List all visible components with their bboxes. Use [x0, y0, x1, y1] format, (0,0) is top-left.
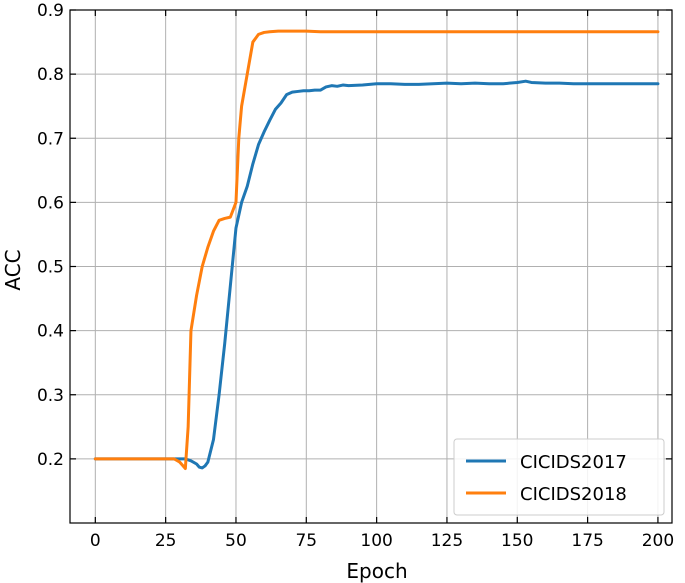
- x-tick-label: 200: [642, 531, 674, 551]
- x-axis-label: Epoch: [346, 559, 407, 583]
- series-line-cicids2017: [93, 79, 660, 470]
- x-tick-label: 175: [571, 531, 603, 551]
- y-tick-label: 0.7: [37, 129, 64, 149]
- x-tick-label: 125: [431, 531, 463, 551]
- tick-labels: 0 25 50 75 100 125 150 175 200 0.2 0.3 0.4 0.5 0.6 0.7…: [37, 1, 674, 551]
- series-lines: [93, 29, 660, 470]
- axes: [69, 9, 673, 524]
- y-axis-label: ACC: [1, 249, 25, 290]
- x-tick-label: 100: [360, 531, 392, 551]
- y-tick-label: 0.9: [37, 1, 64, 21]
- series-line-cicids2018: [93, 29, 660, 470]
- x-tick-label: 75: [295, 531, 317, 551]
- legend: CICIDS2017 CICIDS2018: [453, 438, 665, 516]
- x-tick-label: 25: [155, 531, 177, 551]
- x-tick-label: 0: [90, 531, 101, 551]
- y-tick-label: 0.8: [37, 65, 64, 85]
- y-tick-label: 0.2: [37, 450, 64, 470]
- x-tick-label: 150: [501, 531, 533, 551]
- legend-box: [453, 438, 665, 516]
- y-tick-label: 0.4: [37, 322, 64, 342]
- y-tick-label: 0.3: [37, 386, 64, 406]
- legend-label-cicids2018: CICIDS2018: [520, 484, 627, 505]
- legend-label-cicids2017: CICIDS2017: [520, 452, 627, 473]
- y-tick-label: 0.5: [37, 258, 64, 278]
- y-tick-label: 0.6: [37, 193, 64, 213]
- x-tick-label: 50: [225, 531, 247, 551]
